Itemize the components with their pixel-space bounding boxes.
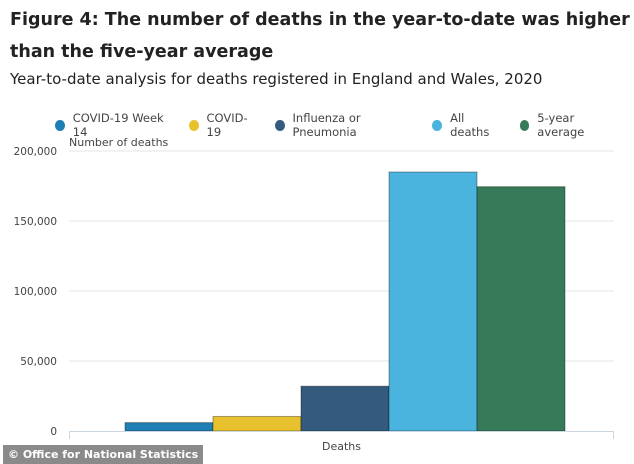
legend-marker-icon [519,119,530,131]
legend-label: COVID-19 Week 14 [72,111,164,139]
legend-label: Influenza or Pneumonia [292,111,361,139]
chart-subtitle: Year-to-date analysis for deaths registe… [10,70,543,88]
legend-marker-icon [432,119,443,131]
legend-item[interactable]: COVID-19 [188,111,256,139]
legend-item[interactable]: All deaths [432,111,500,139]
legend: COVID-19 Week 14 COVID-19 Influenza or Pne… [55,111,634,139]
x-category-label: Deaths [322,440,361,453]
legend-marker-icon [55,119,65,131]
chart-title: Figure 4: The number of deaths in the ye… [10,10,630,62]
y-tick-label: 200,000 [14,146,57,158]
legend-label: COVID-19 [206,111,248,139]
bar-covid-19-week-14 [124,422,214,432]
credit-watermark: © Office for National Statistics [3,445,204,464]
bar-5-year-average [476,186,566,432]
y-axis-label: Number of deaths [69,136,169,149]
bar-influenza-or-pneumonia [300,385,390,432]
y-tick-label: 150,000 [14,216,57,228]
legend-item[interactable]: COVID-19 Week 14 [55,111,170,139]
bar-all-deaths [388,171,478,432]
legend-label: 5-year average [537,111,585,139]
y-tick-label: 50,000 [20,356,57,368]
legend-marker-icon [274,119,285,131]
legend-label: All deaths [450,111,490,139]
legend-marker-icon [188,119,199,131]
y-tick-label: 0 [50,426,57,438]
legend-item[interactable]: Influenza or Pneumonia [274,111,414,139]
bar-covid-19 [212,415,302,432]
y-tick-label: 100,000 [14,286,57,298]
legend-item[interactable]: 5-year average [519,111,615,139]
